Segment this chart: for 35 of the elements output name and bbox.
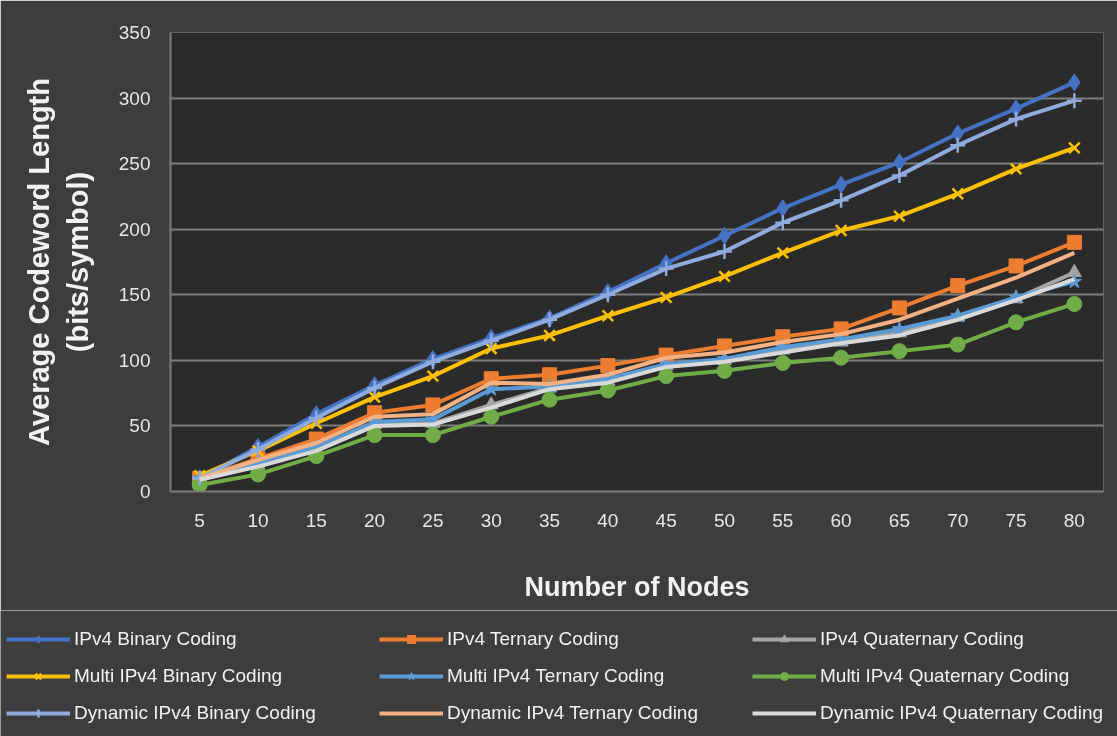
- legend-label: IPv4 Ternary Coding: [447, 628, 620, 650]
- y-axis-title: Average Codeword Length (bits/symbol): [23, 78, 94, 446]
- legend-label: IPv4 Quaternary Coding: [820, 628, 1025, 650]
- x-tick-label: 20: [364, 509, 386, 531]
- legend-label: Dynamic IPv4 Binary Coding: [74, 702, 317, 724]
- y-tick-label: 100: [118, 349, 151, 371]
- x-tick-label: 45: [655, 509, 677, 531]
- x-axis-title: Number of Nodes: [524, 571, 750, 602]
- x-tick-label: 5: [194, 509, 205, 531]
- legend-label: Multi IPv4 Ternary Coding: [447, 665, 666, 687]
- legend-label: Dynamic IPv4 Quaternary Coding: [820, 702, 1104, 724]
- y-tick-label: 200: [118, 218, 151, 240]
- y-tick-label: 150: [118, 284, 151, 306]
- legend-label: IPv4 Binary Coding: [74, 628, 238, 650]
- x-tick-label: 30: [480, 509, 502, 531]
- x-tick-label: 25: [422, 509, 444, 531]
- y-tick-label: 50: [129, 415, 151, 437]
- y-tick-label: 0: [139, 481, 151, 502]
- x-tick-label: 40: [597, 509, 619, 531]
- x-tick-label: 80: [1063, 509, 1085, 531]
- legend-label: Multi IPv4 Quaternary Coding: [820, 665, 1071, 687]
- x-tick-label: 75: [1005, 509, 1027, 531]
- x-tick-label: 60: [830, 509, 852, 531]
- x-tick-label: 15: [305, 509, 327, 531]
- y-tick-label: 350: [118, 22, 151, 43]
- legend-label: Multi IPv4 Binary Coding: [74, 665, 284, 687]
- x-tick-label: 50: [713, 509, 736, 531]
- legend-label: Dynamic IPv4 Ternary Coding: [447, 702, 699, 724]
- y-tick-label: 300: [118, 87, 151, 109]
- x-tick-label: 35: [538, 509, 561, 531]
- x-tick-label: 70: [947, 509, 969, 531]
- x-tick-label: 10: [247, 509, 269, 531]
- y-tick-label: 250: [118, 153, 151, 175]
- x-tick-label: 65: [888, 509, 910, 531]
- x-tick-label: 55: [772, 509, 794, 531]
